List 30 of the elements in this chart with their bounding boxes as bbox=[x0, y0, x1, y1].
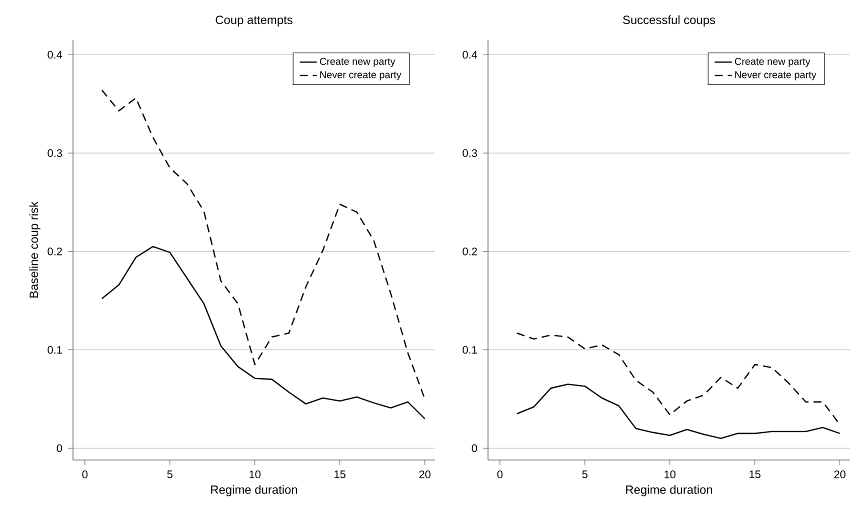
y-tick-label: 0.1 bbox=[462, 346, 477, 354]
y-tick-label: 0.4 bbox=[48, 50, 62, 59]
x-tick-label: 5 bbox=[167, 470, 172, 478]
x-tick-label: 0 bbox=[82, 470, 88, 478]
y-axis-title: Baseline coup risk bbox=[29, 201, 40, 298]
x-tick-label: 0 bbox=[497, 470, 503, 478]
x-tick-label: 15 bbox=[334, 470, 346, 478]
x-tick-label: 15 bbox=[750, 470, 760, 478]
x-tick-label: 20 bbox=[834, 470, 846, 478]
chart-title: Successful coups bbox=[623, 15, 716, 26]
y-tick-label: 0.2 bbox=[48, 248, 62, 256]
x-tick-label: 5 bbox=[582, 470, 588, 478]
chart-title: Coup attempts bbox=[216, 16, 292, 26]
x-tick-label: 10 bbox=[250, 470, 261, 478]
legend-label: Never create party bbox=[735, 71, 816, 80]
x-tick-label: 10 bbox=[664, 470, 676, 478]
x-axis-title: Regime duration bbox=[626, 485, 712, 496]
y-tick-label: 0 bbox=[56, 444, 62, 452]
y-tick-label: 0.4 bbox=[462, 50, 478, 59]
legend-label: Create new party bbox=[734, 58, 810, 67]
y-tick-label: 0.2 bbox=[462, 248, 477, 256]
x-axis-title: Regime duration bbox=[211, 485, 298, 496]
y-tick-label: 0 bbox=[472, 444, 478, 452]
y-tick-label: 0.1 bbox=[48, 346, 62, 354]
x-tick-label: 20 bbox=[419, 470, 430, 478]
legend-label: Never create party bbox=[320, 71, 402, 80]
y-tick-label: 0.3 bbox=[48, 149, 62, 157]
line-series bbox=[101, 246, 426, 420]
y-tick-label: 0.3 bbox=[462, 149, 478, 157]
legend-label: Create new party bbox=[320, 58, 396, 67]
